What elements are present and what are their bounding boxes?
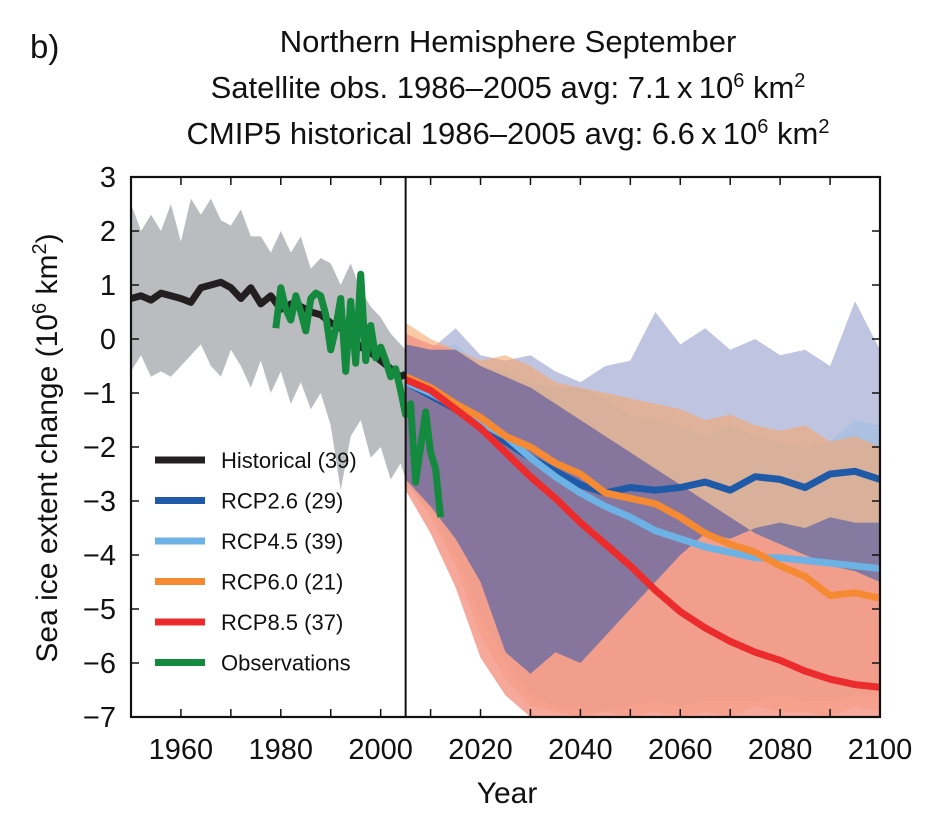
y-tick-label: −5	[83, 594, 116, 626]
x-tick-label: 2040	[548, 734, 613, 766]
observations-line	[272, 270, 445, 518]
x-tick-label: 2100	[848, 734, 913, 766]
axis-ticks	[131, 177, 880, 717]
legend-item-rcp60: RCP6.0 (21)	[155, 570, 343, 595]
y-tick-label: 3	[100, 162, 116, 194]
x-tick-label: 2020	[448, 734, 513, 766]
y-tick-label: −7	[83, 702, 116, 734]
rcp60-line	[404, 373, 880, 602]
y-tick-label: 0	[100, 324, 116, 356]
x-tick-label: 2080	[748, 734, 813, 766]
y-tick-label: 1	[100, 270, 116, 302]
y-axis-title: Sea ice extent change (106 km2)	[29, 233, 64, 662]
legend-label: Observations	[221, 651, 351, 676]
legend-label: RCP6.0 (21)	[221, 570, 343, 595]
x-tick-label: 1960	[149, 734, 214, 766]
x-axis-title: Year	[477, 777, 538, 810]
legend-item-rcp85: RCP8.5 (37)	[155, 610, 343, 635]
x-tick-labels: 1960 1980 2000 2020 2040 2060 2080 2100	[149, 734, 913, 766]
rcp85-line	[404, 376, 880, 691]
legend: Historical (39) RCP2.6 (29) RCP4.5 (39) RCP…	[155, 448, 357, 676]
legend-label: RCP8.5 (37)	[221, 610, 343, 635]
legend-label: RCP4.5 (39)	[221, 529, 343, 554]
title-line-1: Northern Hemisphere September	[280, 24, 737, 59]
y-tick-label: −4	[83, 540, 116, 572]
x-tick-label: 2000	[348, 734, 413, 766]
rcp45-line	[404, 378, 880, 572]
legend-item-rcp26: RCP2.6 (29)	[155, 489, 343, 514]
series-lines	[131, 270, 880, 691]
legend-item-historical: Historical (39)	[155, 448, 357, 473]
y-tick-label: −1	[83, 378, 116, 410]
x-tick-label: 1980	[249, 734, 314, 766]
y-tick-label: −3	[83, 486, 116, 518]
title-line-3: CMIP5 historical 1986–2005 avg: 6.6 x 10…	[187, 116, 830, 151]
legend-item-rcp45: RCP4.5 (39)	[155, 529, 343, 554]
y-tick-label: −6	[83, 648, 116, 680]
legend-item-observations: Observations	[155, 651, 351, 676]
rcp-overlap-area	[405, 344, 880, 674]
panel-label: b)	[30, 28, 59, 65]
x-tick-label: 2060	[648, 734, 713, 766]
legend-label: RCP2.6 (29)	[221, 489, 343, 514]
legend-label: Historical (39)	[221, 448, 357, 473]
hist-band-area	[131, 198, 406, 491]
chart-title: Northern Hemisphere September Satellite …	[187, 24, 830, 151]
y-tick-label: −2	[83, 432, 116, 464]
y-tick-labels: 3 2 1 0 −1 −2 −3 −4 −5 −6 −7	[83, 162, 116, 734]
y-tick-label: 2	[100, 216, 116, 248]
title-line-2: Satellite obs. 1986–2005 avg: 7.1 x 106 …	[211, 70, 806, 105]
